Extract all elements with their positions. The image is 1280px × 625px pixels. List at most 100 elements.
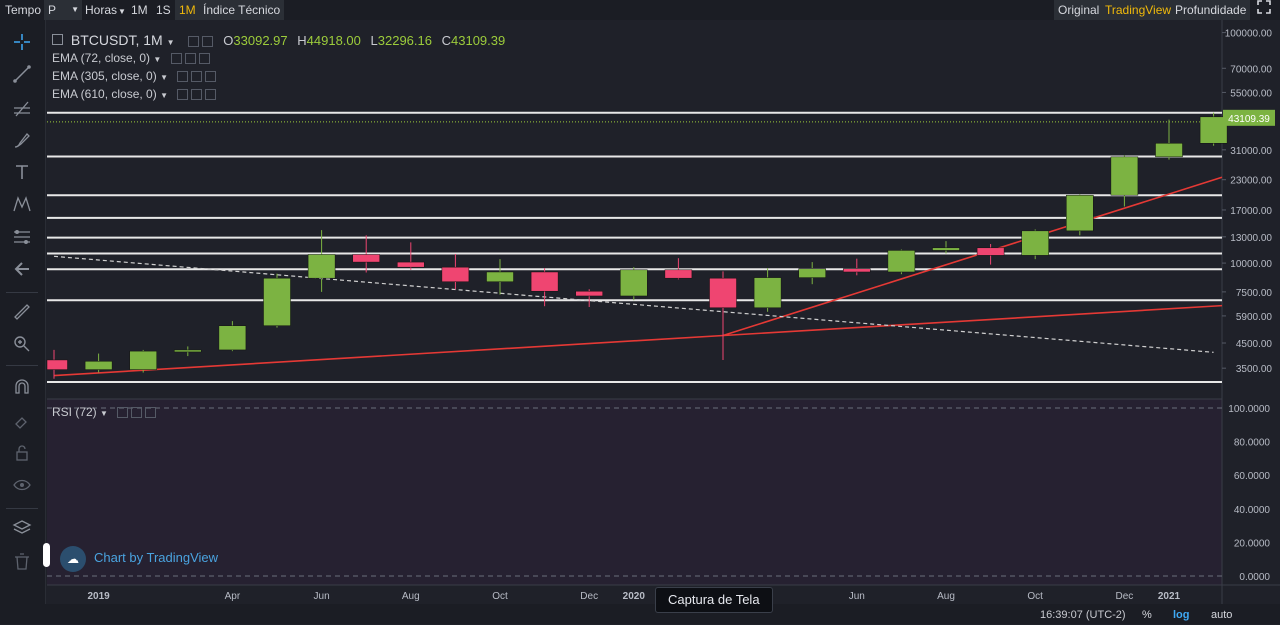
price-tick-label: 70000.00: [1230, 64, 1272, 75]
caret-down-icon[interactable]: ▼: [160, 91, 168, 100]
prediction-icon[interactable]: [10, 225, 34, 249]
settings-icon[interactable]: [117, 407, 129, 418]
price-tick-label: 7500.00: [1236, 288, 1273, 299]
indicators-button[interactable]: Índice Técnico: [199, 0, 285, 20]
trendline: [53, 304, 1223, 377]
candle-body: [486, 271, 514, 282]
ruler-icon[interactable]: [10, 300, 34, 324]
rsi-tick-label: 60.0000: [1234, 471, 1271, 482]
chart-type-select[interactable]: P ▼: [44, 0, 82, 20]
ema-72-legend[interactable]: EMA (72, close, 0) ▼: [52, 50, 210, 66]
high-label: H: [297, 33, 307, 48]
price-tick-label: 3500.00: [1236, 364, 1273, 375]
collapse-icon[interactable]: [52, 34, 63, 45]
fullscreen-icon[interactable]: [1253, 0, 1275, 20]
eye-icon[interactable]: [202, 36, 214, 47]
pattern-icon[interactable]: [10, 192, 34, 216]
toolbar-divider: [6, 508, 38, 509]
price-tick-label: 17000.00: [1230, 206, 1272, 217]
rsi-tick-label: 20.0000: [1234, 538, 1271, 549]
symbol-label[interactable]: BTCUSDT, 1M: [70, 32, 163, 48]
eye-icon[interactable]: [10, 473, 34, 497]
log-scale-button[interactable]: log: [1173, 609, 1190, 621]
back-arrow-icon[interactable]: [10, 257, 34, 281]
open-value: 33092.97: [233, 33, 288, 48]
screenshot-tooltip: Captura de Tela: [655, 587, 773, 613]
settings-icon[interactable]: [188, 36, 200, 47]
view-original-tab[interactable]: Original: [1054, 0, 1104, 20]
time-tick-label: Dec: [1116, 591, 1134, 602]
price-tick-label: 23000.00: [1230, 176, 1272, 187]
time-tick-label: 2019: [87, 591, 110, 602]
settings-icon[interactable]: [177, 89, 189, 100]
caret-down-icon[interactable]: ▼: [100, 409, 108, 418]
zoom-icon[interactable]: [10, 332, 34, 356]
caret-down-icon[interactable]: ▼: [160, 73, 168, 82]
settings-icon[interactable]: [177, 71, 189, 82]
brush-icon[interactable]: [10, 128, 34, 152]
percent-scale-button[interactable]: %: [1142, 609, 1152, 621]
trash-icon[interactable]: [10, 549, 34, 573]
candle-body: [843, 268, 871, 273]
layers-icon[interactable]: [10, 516, 34, 540]
lock-drawing-icon[interactable]: [10, 408, 34, 432]
price-tick-label: 31000.00: [1230, 146, 1272, 157]
ema-305-legend[interactable]: EMA (305, close, 0) ▼: [52, 68, 217, 84]
candle-body: [575, 290, 603, 297]
trend-line-icon[interactable]: [10, 62, 34, 86]
rsi-label: RSI (72): [52, 405, 97, 419]
candle-body: [129, 350, 157, 370]
eye-icon[interactable]: [191, 71, 203, 82]
candle-body: [263, 277, 291, 326]
close-icon[interactable]: [198, 53, 210, 64]
interval-1m-button[interactable]: 1M: [131, 3, 148, 17]
ema-610-legend[interactable]: EMA (610, close, 0) ▼: [52, 86, 217, 102]
candle-body: [798, 268, 826, 278]
high-value: 44918.00: [306, 33, 361, 48]
settings-icon[interactable]: [170, 53, 182, 64]
candle-body: [174, 349, 202, 353]
close-icon[interactable]: [145, 407, 157, 418]
view-depth-tab[interactable]: Profundidade: [1171, 0, 1251, 20]
caret-down-icon[interactable]: ▼: [153, 55, 162, 64]
auto-scale-button[interactable]: auto: [1211, 609, 1233, 621]
lock-icon[interactable]: [10, 441, 34, 465]
eye-icon[interactable]: [184, 53, 196, 64]
candle-body: [352, 254, 380, 263]
fibonacci-icon[interactable]: [10, 96, 34, 120]
candle-body: [307, 254, 336, 279]
magnet-icon[interactable]: [10, 375, 34, 399]
ema-72-label: EMA (72, close, 0): [52, 51, 151, 65]
view-tradingview-tab[interactable]: TradingView: [1101, 0, 1176, 20]
caret-down-icon: ▼: [118, 7, 126, 16]
crosshair-icon[interactable]: [10, 30, 34, 54]
top-toolbar: Tempo P ▼ Horas▼ 1M 1S 1M Índice Técnico…: [0, 0, 1280, 20]
rsi-tick-label: 80.0000: [1234, 438, 1271, 449]
interval-1s-button[interactable]: 1S: [156, 3, 171, 17]
rsi-tick-label: 100.0000: [1228, 404, 1270, 415]
candle-body: [46, 359, 68, 370]
text-tool-icon[interactable]: [10, 160, 34, 184]
bottom-bar: 16:39:07 (UTC-2) % log auto: [0, 604, 1280, 624]
caret-down-icon[interactable]: ▼: [166, 38, 175, 47]
interval-1m-active-button[interactable]: 1M: [175, 0, 200, 20]
close-icon[interactable]: [205, 71, 217, 82]
price-tick-label: 100000.00: [1225, 29, 1273, 40]
candle-body: [441, 266, 470, 282]
time-tick-label: Oct: [492, 591, 508, 602]
eye-icon[interactable]: [131, 407, 143, 418]
scroll-handle[interactable]: [43, 543, 50, 567]
horas-dropdown[interactable]: Horas▼: [85, 0, 126, 20]
price-tick-label: 4500.00: [1236, 339, 1273, 350]
candle-body: [976, 247, 1005, 256]
close-icon[interactable]: [205, 89, 217, 100]
eye-icon[interactable]: [191, 89, 203, 100]
candle-body: [709, 277, 737, 309]
tradingview-watermark[interactable]: ☁ Chart by TradingView: [60, 545, 218, 572]
rsi-legend[interactable]: RSI (72) ▼: [52, 404, 157, 420]
candle-body: [753, 277, 782, 309]
clock-readout: 16:39:07 (UTC-2): [1040, 609, 1126, 621]
candle-body: [1110, 156, 1139, 196]
close-value: 43109.39: [451, 33, 506, 48]
drawing-toolbar: [0, 20, 46, 604]
